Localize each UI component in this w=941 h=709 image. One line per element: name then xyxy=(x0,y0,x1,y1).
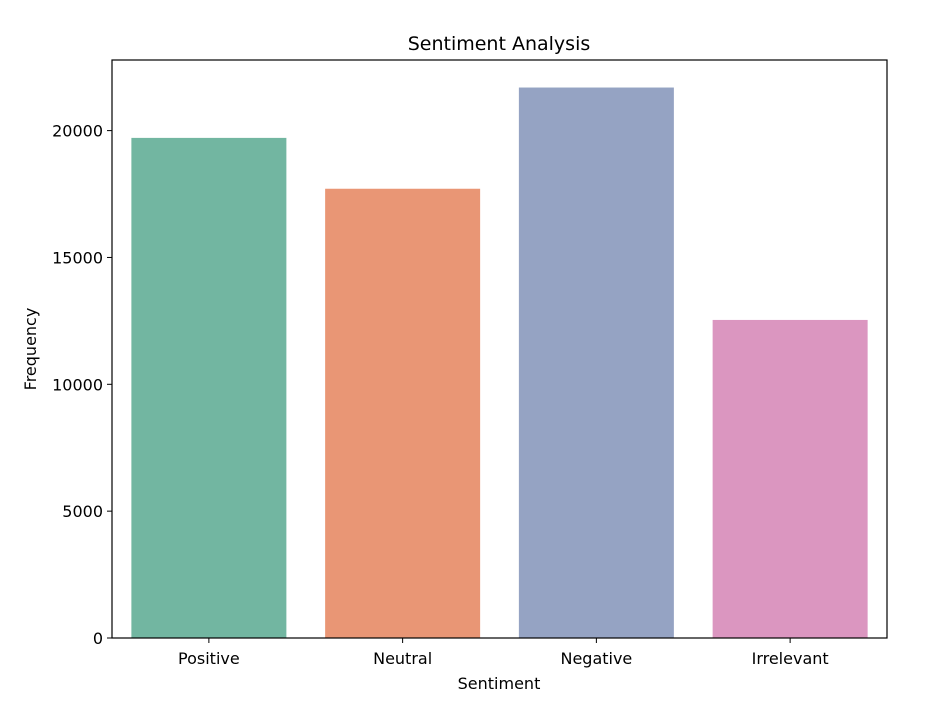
y-tick-label: 10000 xyxy=(52,375,103,394)
y-axis: 0 5000 10000 15000 20000 xyxy=(52,122,112,648)
x-axis-label: Sentiment xyxy=(458,674,541,693)
chart-title: Sentiment Analysis xyxy=(408,33,591,55)
bar-neutral xyxy=(325,188,481,638)
y-tick-label: 20000 xyxy=(52,122,103,141)
y-tick-label: 5000 xyxy=(62,502,103,521)
bar-negative xyxy=(518,87,674,638)
bar-positive xyxy=(131,137,287,638)
y-tick-label: 15000 xyxy=(52,248,103,267)
y-axis-label: Frequency xyxy=(21,308,40,391)
x-axis: Positive Neutral Negative Irrelevant xyxy=(178,638,829,668)
x-tick-label-positive: Positive xyxy=(178,649,240,668)
plot-frame xyxy=(111,59,888,639)
x-tick-label-irrelevant: Irrelevant xyxy=(752,649,829,668)
bars-group xyxy=(131,87,868,638)
bar-irrelevant xyxy=(712,319,868,638)
x-tick-label-negative: Negative xyxy=(560,649,632,668)
x-tick-label-neutral: Neutral xyxy=(373,649,432,668)
y-tick-label: 0 xyxy=(93,629,103,648)
